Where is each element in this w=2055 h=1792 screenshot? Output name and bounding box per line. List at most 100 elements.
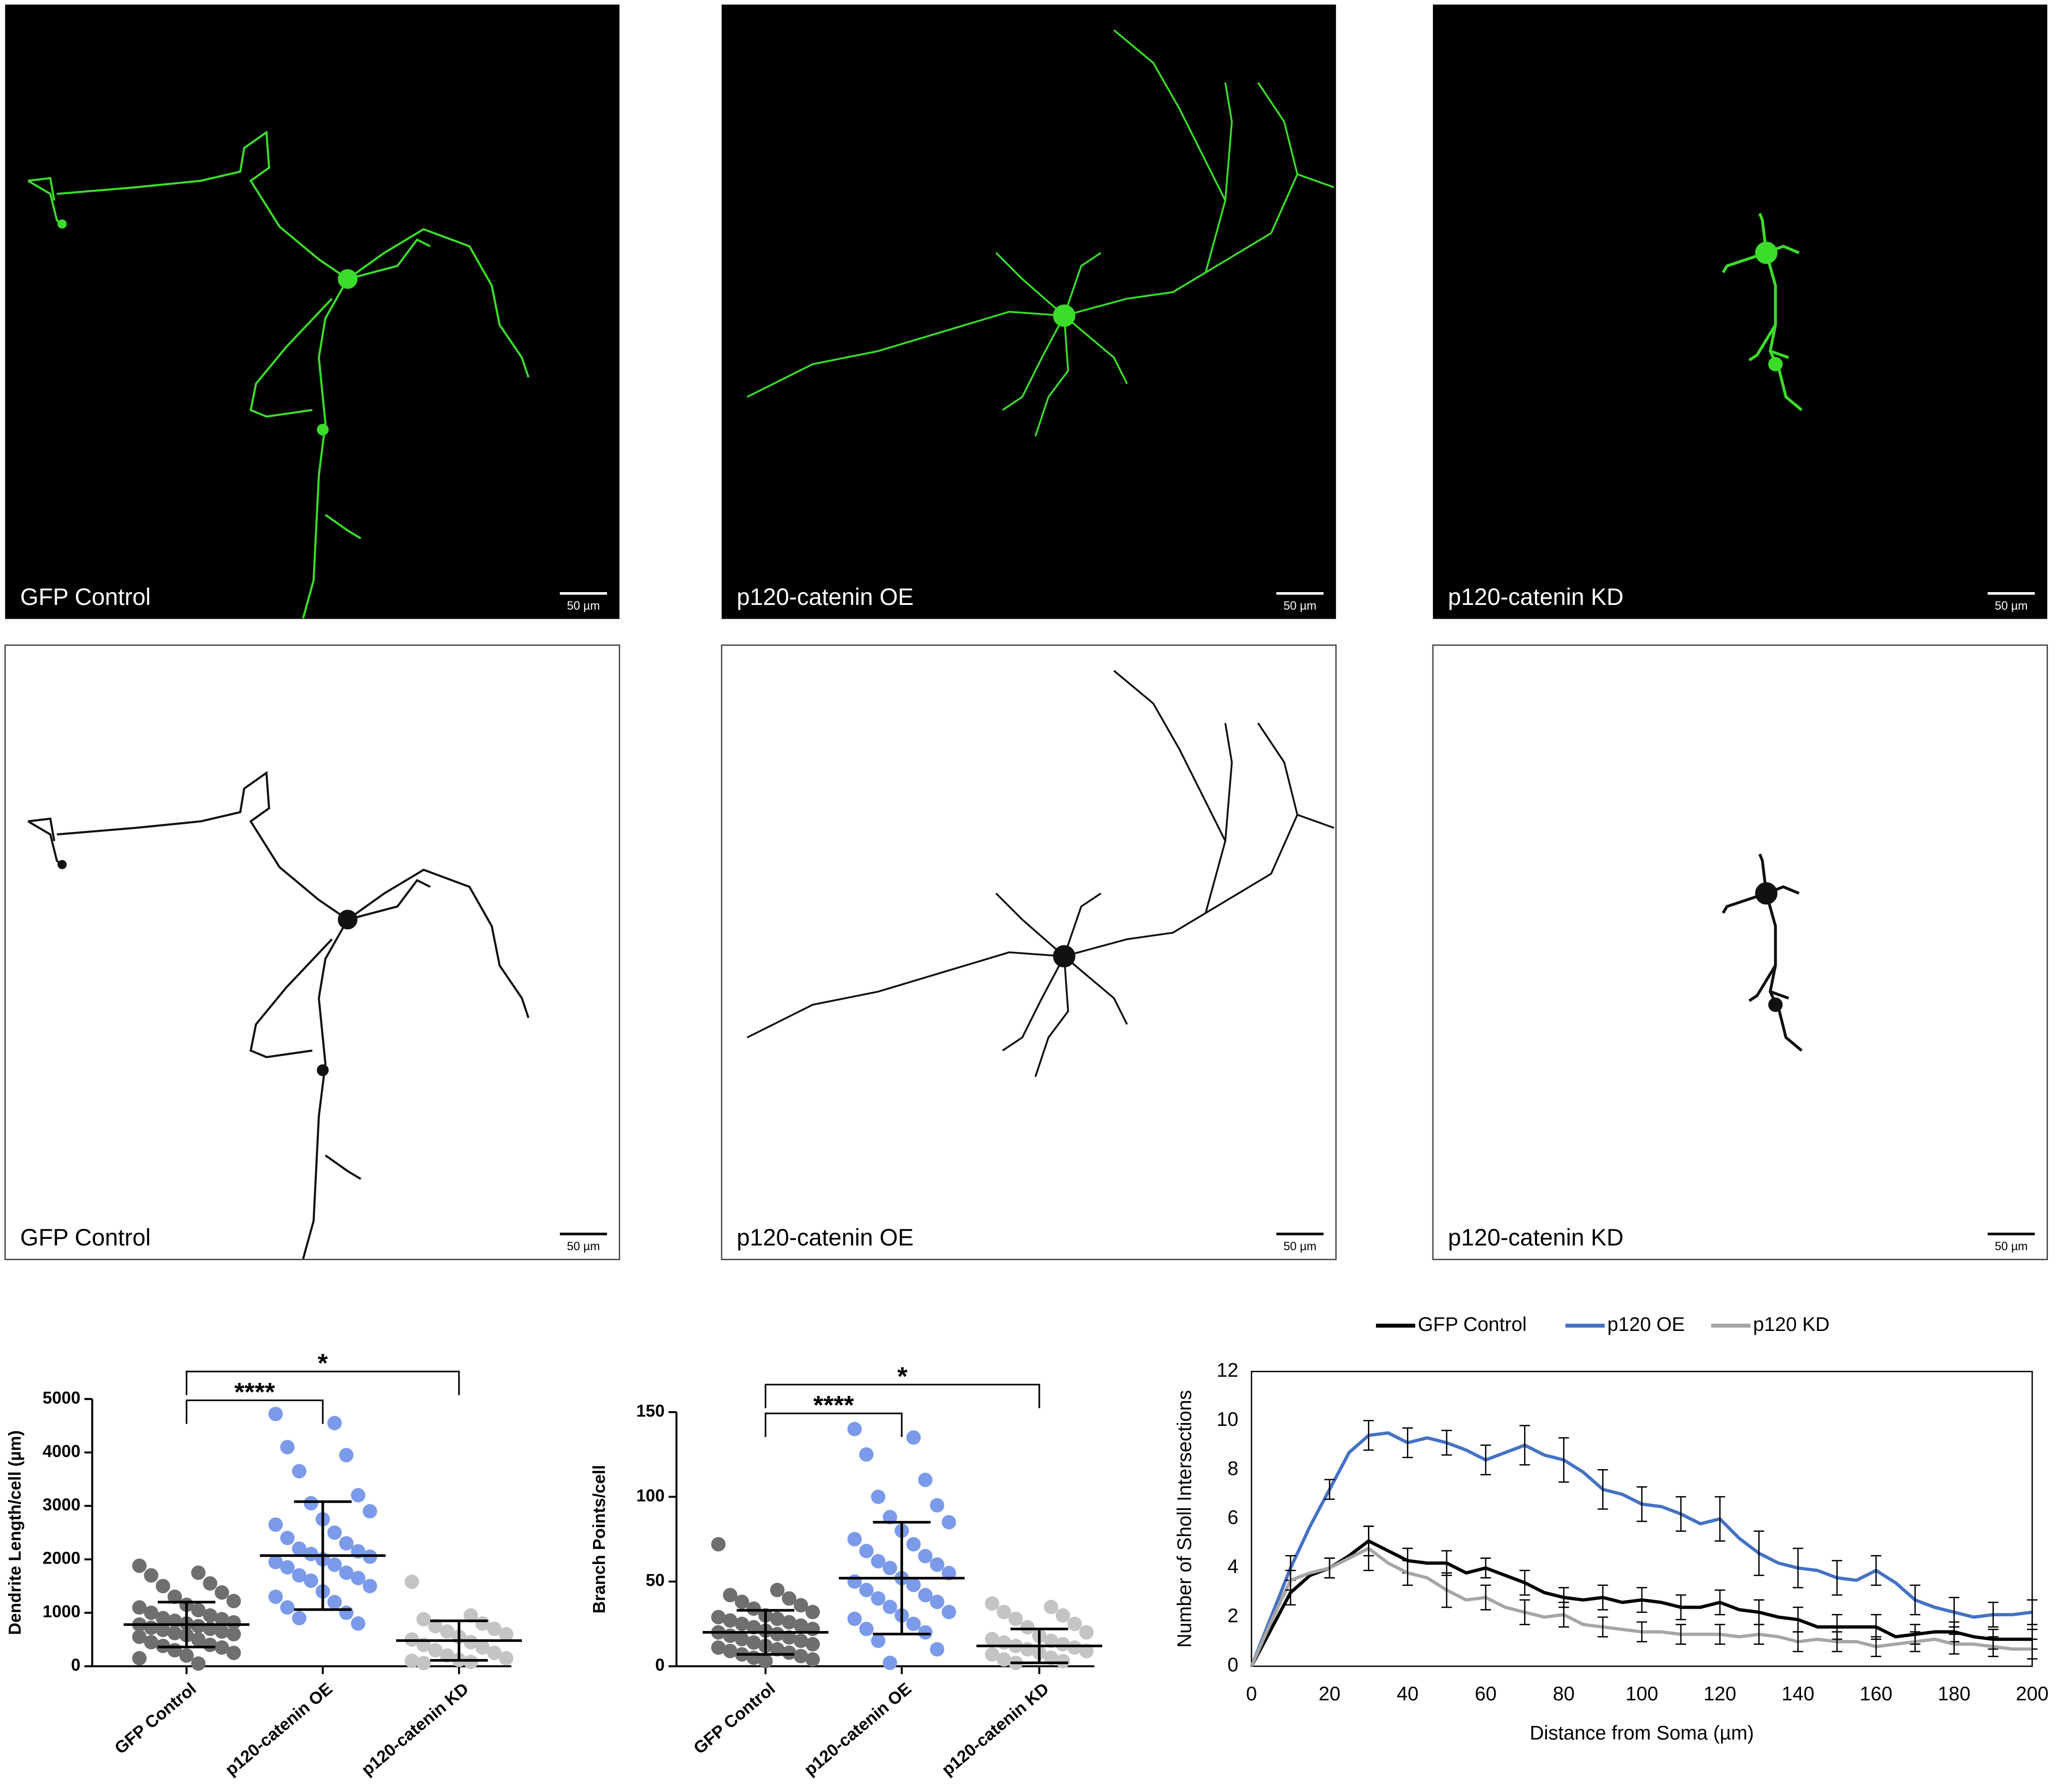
data-point: [793, 1598, 808, 1613]
data-point: [292, 1541, 307, 1556]
microscopy-panel: GFP Control 50 µm: [4, 644, 621, 1260]
data-point: [735, 1616, 749, 1632]
data-point: [463, 1654, 478, 1669]
y-axis-label: Number of Sholl Intersections: [1174, 1390, 1196, 1648]
data-point: [735, 1632, 749, 1647]
scale-bar-label: 50 µm: [1283, 1240, 1316, 1253]
data-point: [1008, 1612, 1023, 1626]
data-point: [416, 1612, 431, 1627]
data-point: [132, 1651, 147, 1666]
x-tick-label: 140: [1782, 1683, 1814, 1705]
legend-label: p120 KD: [1753, 1313, 1829, 1335]
data-point: [847, 1422, 862, 1436]
data-point: [930, 1557, 944, 1572]
data-point: [292, 1611, 307, 1626]
y-tick-label: 6: [1227, 1507, 1238, 1528]
data-point: [226, 1627, 241, 1641]
data-point: [475, 1640, 490, 1655]
significance-bracket: [186, 1370, 460, 1396]
data-point: [463, 1635, 478, 1650]
data-point: [226, 1594, 241, 1609]
x-tick-label: p120-catenin OE: [222, 1679, 336, 1779]
y-tick-label: 1000: [43, 1602, 81, 1621]
data-point: [847, 1532, 862, 1547]
data-point: [805, 1604, 820, 1620]
legend-label: GFP Control: [1418, 1313, 1527, 1335]
x-tick-label: 100: [1625, 1683, 1658, 1705]
data-point: [871, 1591, 886, 1606]
data-point: [167, 1626, 182, 1641]
data-point: [292, 1464, 307, 1479]
y-tick-label: 10: [1216, 1408, 1238, 1430]
data-point: [215, 1624, 229, 1639]
data-point: [942, 1515, 956, 1530]
data-point: [303, 1496, 319, 1511]
data-point: [339, 1448, 354, 1462]
data-point: [132, 1630, 147, 1644]
data-point: [487, 1645, 502, 1660]
data-point: [859, 1447, 874, 1462]
scale-bar-label: 50 µm: [1995, 600, 2027, 613]
data-point: [711, 1537, 726, 1552]
data-point: [883, 1600, 897, 1614]
y-tick-label: 12: [1216, 1359, 1238, 1381]
data-point: [985, 1647, 999, 1662]
data-point: [782, 1591, 797, 1606]
data-point: [280, 1440, 295, 1454]
data-point: [327, 1594, 342, 1610]
data-point: [144, 1605, 159, 1620]
data-point: [985, 1632, 999, 1647]
significance-label: ****: [813, 1390, 854, 1419]
x-tick-label: 180: [1938, 1683, 1970, 1705]
data-point: [859, 1544, 874, 1558]
y-tick-label: 50: [646, 1571, 665, 1590]
y-tick-label: 2: [1227, 1605, 1238, 1627]
data-point: [805, 1622, 820, 1636]
data-point: [746, 1601, 761, 1616]
y-tick-label: 0: [1227, 1654, 1238, 1676]
data-point: [711, 1610, 726, 1624]
y-tick-label: 4: [1227, 1556, 1238, 1577]
data-point: [859, 1583, 874, 1597]
data-point: [405, 1653, 419, 1669]
data-point: [746, 1620, 761, 1635]
data-point: [942, 1604, 956, 1620]
data-point: [871, 1633, 886, 1648]
data-point: [226, 1615, 241, 1630]
microscopy-panel: p120-catenin OE 50 µm: [721, 4, 1336, 619]
x-tick-label: 40: [1397, 1683, 1419, 1705]
data-point: [883, 1655, 897, 1670]
data-point: [871, 1554, 886, 1569]
data-point: [416, 1656, 431, 1670]
data-point: [1079, 1625, 1094, 1640]
data-point: [203, 1637, 217, 1652]
panel-label: p120-catenin KD: [1448, 584, 1624, 610]
data-point: [770, 1627, 785, 1641]
data-point: [1067, 1616, 1082, 1632]
data-point: [723, 1643, 737, 1659]
data-point: [351, 1616, 366, 1631]
data-point: [782, 1615, 797, 1630]
scale-bar-label: 50 µm: [1283, 600, 1316, 613]
y-tick-label: 2000: [43, 1549, 81, 1568]
data-point: [203, 1608, 217, 1623]
data-point: [758, 1654, 773, 1669]
legend-label: p120 OE: [1607, 1313, 1685, 1335]
panel-label: GFP Control: [20, 584, 151, 610]
panel-background: [721, 644, 1337, 1260]
data-point: [871, 1490, 886, 1504]
data-point: [930, 1642, 944, 1657]
data-point: [906, 1577, 921, 1593]
data-point: [793, 1649, 808, 1663]
data-point: [226, 1645, 241, 1660]
data-point: [723, 1588, 737, 1603]
data-point: [144, 1635, 159, 1650]
data-point: [1056, 1608, 1070, 1623]
y-tick-label: 5000: [43, 1388, 81, 1407]
data-point: [405, 1575, 419, 1589]
data-point: [327, 1557, 342, 1572]
y-tick-label: 8: [1227, 1457, 1238, 1479]
data-point: [847, 1574, 862, 1589]
data-point: [997, 1604, 1011, 1620]
